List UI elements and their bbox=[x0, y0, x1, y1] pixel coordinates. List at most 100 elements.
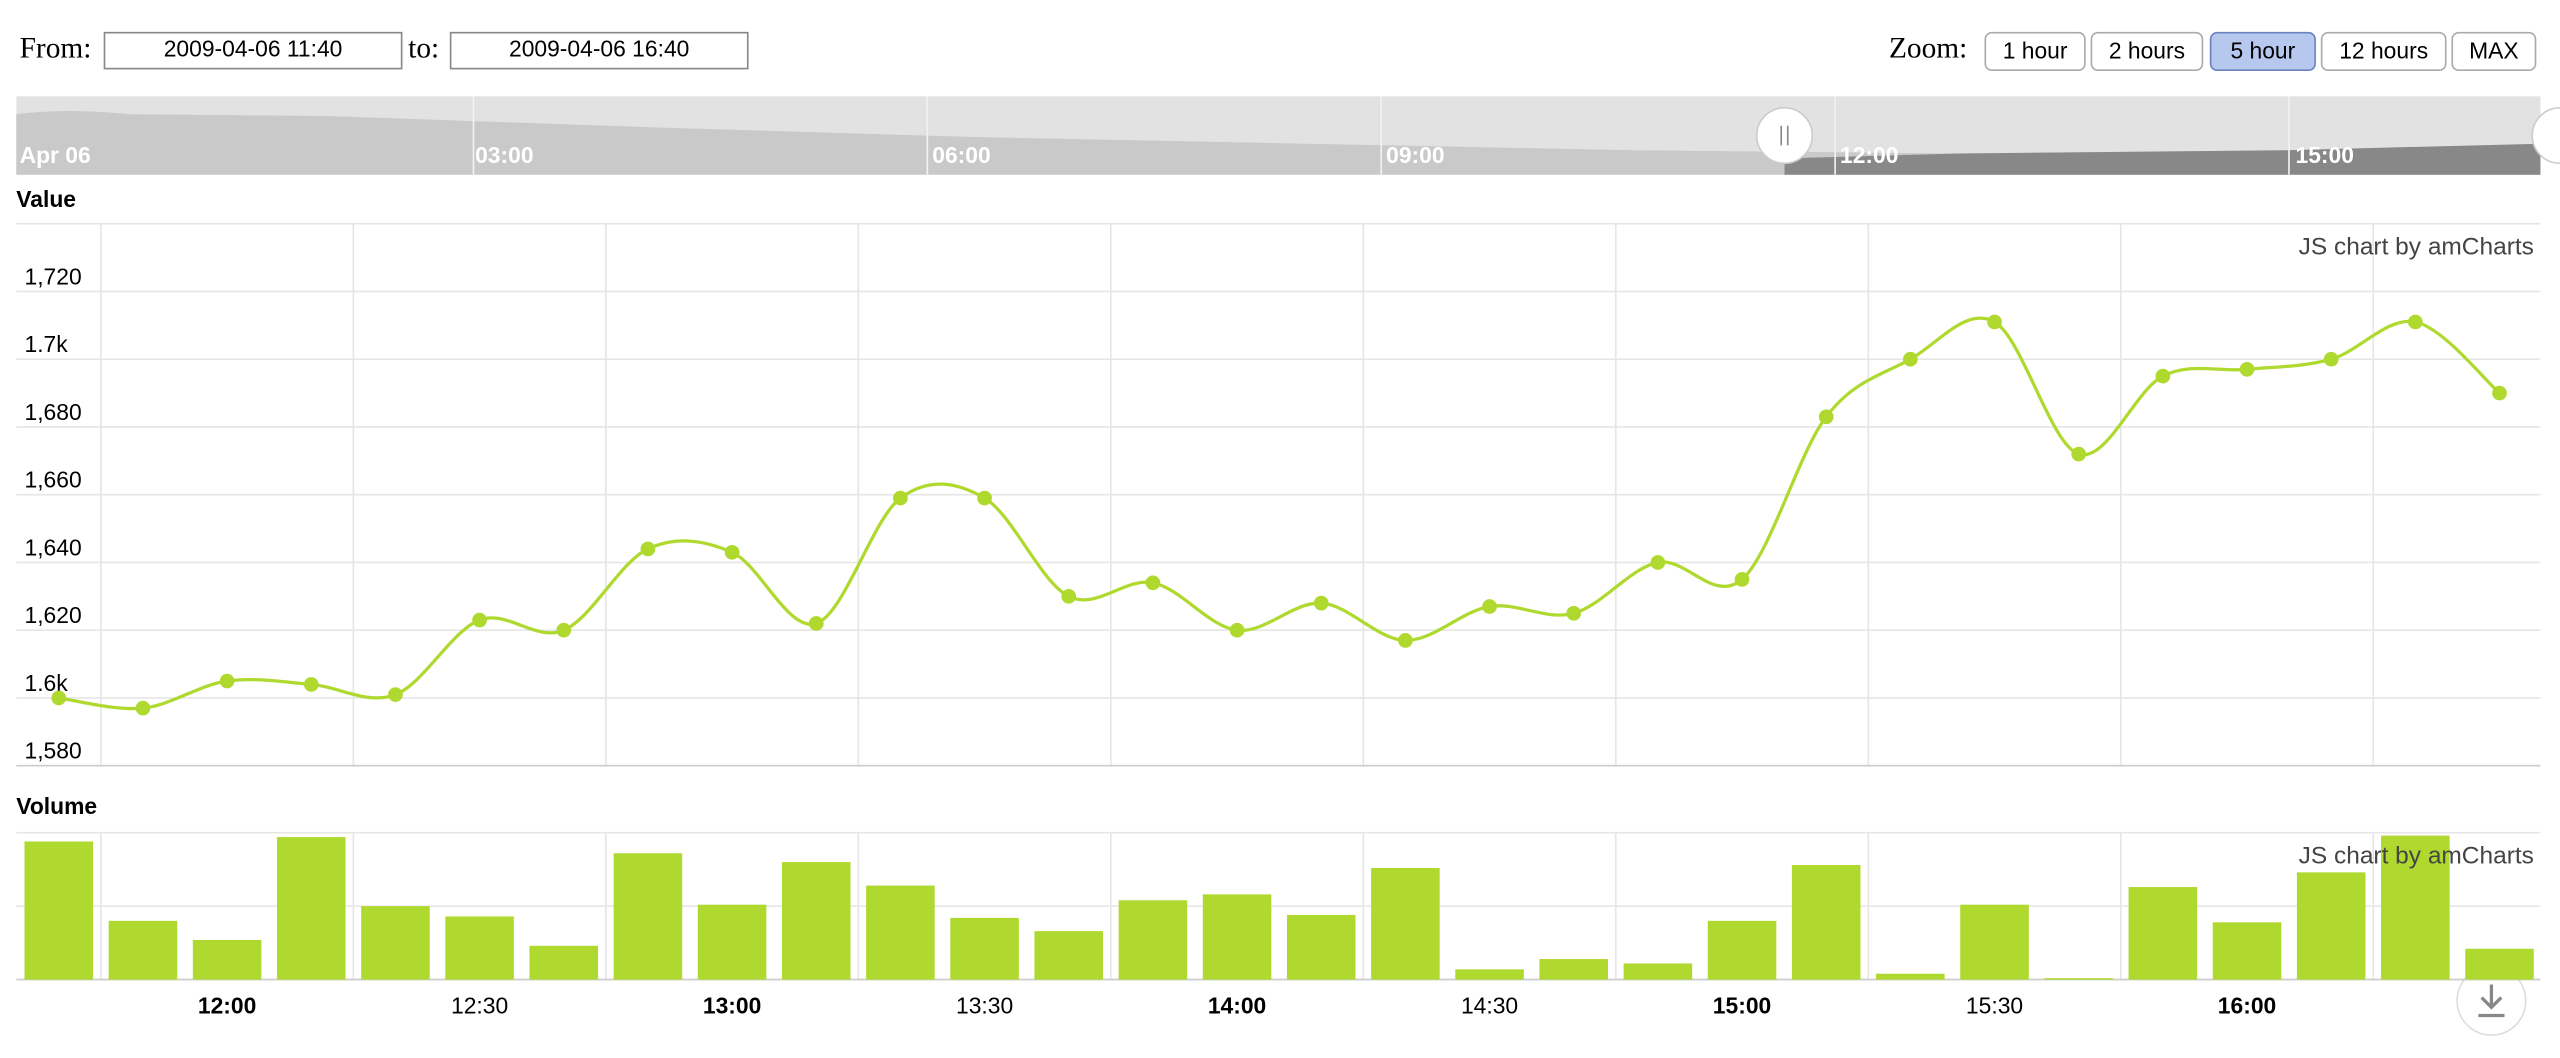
volume-bar bbox=[108, 920, 178, 980]
volume-bar bbox=[1286, 914, 1356, 980]
volume-bar bbox=[1202, 894, 1272, 980]
x-tick-label: 13:30 bbox=[956, 992, 1013, 1018]
value-point bbox=[724, 544, 740, 560]
value-point bbox=[1482, 599, 1497, 614]
volume-bar bbox=[24, 841, 94, 980]
value-point bbox=[893, 490, 908, 506]
value-point bbox=[1398, 633, 1413, 648]
x-tick-label: 12:00 bbox=[198, 992, 256, 1018]
value-point bbox=[2155, 368, 2171, 384]
volume-bar bbox=[1034, 931, 1104, 980]
value-point bbox=[1818, 409, 1834, 425]
download-icon bbox=[2478, 984, 2505, 1018]
value-point bbox=[51, 690, 67, 706]
value-point bbox=[1145, 575, 1161, 591]
value-point bbox=[1734, 572, 1750, 587]
navigator-label: 09:00 bbox=[1386, 142, 1444, 168]
credit: JS chart by amCharts bbox=[2299, 234, 2534, 261]
y-tick-label: 1,720 bbox=[24, 263, 81, 289]
value-point bbox=[1987, 314, 2002, 330]
from-label: From: bbox=[20, 32, 92, 64]
panel-title: Volume bbox=[16, 793, 97, 819]
volume-bar bbox=[2044, 978, 2113, 980]
zoom-button[interactable] bbox=[2209, 31, 2316, 72]
value-point bbox=[808, 616, 824, 631]
volume-bar bbox=[2296, 872, 2366, 980]
value-point bbox=[556, 622, 572, 638]
volume-bar bbox=[781, 862, 851, 980]
volume-bar bbox=[1791, 865, 1861, 980]
panel-title: Value bbox=[16, 186, 76, 212]
value-point bbox=[2323, 351, 2339, 367]
navigator-handle[interactable] bbox=[2531, 106, 2560, 165]
from-input[interactable] bbox=[103, 31, 403, 70]
volume-bar bbox=[1876, 973, 1945, 980]
zoom-label: Zoom: bbox=[1889, 32, 1967, 64]
navigator-label: Apr 06 bbox=[20, 142, 91, 168]
to-value[interactable]: 2009-04-06 16:40 bbox=[509, 36, 689, 62]
volume-bar bbox=[2212, 922, 2282, 980]
volume-bar bbox=[1623, 963, 1693, 980]
y-tick-label: 1.7k bbox=[24, 331, 68, 357]
value-point bbox=[303, 677, 319, 692]
value-point bbox=[2239, 362, 2255, 377]
navigator-label: 03:00 bbox=[475, 142, 533, 168]
value-point bbox=[219, 673, 235, 689]
value-point bbox=[640, 541, 656, 557]
volume-bar bbox=[192, 939, 262, 980]
y-tick-label: 1,680 bbox=[24, 399, 81, 425]
x-tick-label: 16:00 bbox=[2218, 992, 2276, 1018]
navigator-label: 06:00 bbox=[932, 142, 990, 168]
volume-bar bbox=[1118, 900, 1188, 980]
volume-bar bbox=[2465, 948, 2534, 980]
value-point bbox=[2492, 385, 2507, 401]
zoom-button[interactable] bbox=[2320, 31, 2447, 72]
y-tick-label: 1,620 bbox=[24, 602, 81, 628]
zoom-button-label[interactable]: 1 hour bbox=[2003, 37, 2068, 63]
y-tick-label: 1,640 bbox=[24, 534, 81, 560]
zoom-button[interactable] bbox=[1984, 31, 2086, 72]
x-tick-label: 15:00 bbox=[1713, 992, 1771, 1018]
navigator-label: 12:00 bbox=[1840, 142, 1898, 168]
value-point bbox=[1650, 555, 1666, 570]
zoom-button-label[interactable]: 12 hours bbox=[2339, 37, 2428, 63]
navigator-selection bbox=[1784, 143, 2541, 175]
zoom-button-label[interactable]: 5 hour bbox=[2230, 37, 2295, 63]
volume-bar bbox=[1960, 904, 2029, 980]
volume-bar bbox=[2381, 835, 2450, 980]
volume-bar bbox=[1371, 867, 1440, 980]
volume-bar bbox=[361, 906, 430, 980]
value-point bbox=[1061, 589, 1077, 604]
value-point bbox=[388, 687, 403, 702]
value-point bbox=[1903, 351, 1918, 367]
value-point bbox=[1566, 605, 1582, 621]
volume-bar bbox=[2128, 887, 2198, 980]
value-point bbox=[472, 612, 487, 628]
to-input[interactable] bbox=[449, 31, 749, 70]
zoom-button-label[interactable]: MAX bbox=[2469, 37, 2519, 63]
volume-bar bbox=[950, 917, 1019, 980]
y-tick-label: 1,660 bbox=[24, 467, 81, 493]
volume-bar bbox=[1455, 969, 1524, 980]
volume-bar bbox=[529, 945, 599, 980]
zoom-button[interactable] bbox=[2090, 31, 2204, 72]
navigator bbox=[16, 96, 2541, 175]
zoom-button-label[interactable]: 2 hours bbox=[2109, 37, 2185, 63]
volume-bar bbox=[1707, 920, 1777, 980]
volume-bar bbox=[613, 853, 683, 980]
from-value[interactable]: 2009-04-06 11:40 bbox=[164, 36, 343, 62]
volume-bar bbox=[445, 916, 514, 980]
to-label: to: bbox=[408, 32, 439, 64]
zoom-button[interactable] bbox=[2451, 31, 2537, 72]
value-line bbox=[58, 316, 2501, 711]
navigator-handle[interactable] bbox=[1755, 106, 1814, 165]
value-point bbox=[977, 490, 992, 506]
value-point bbox=[1313, 595, 1329, 611]
value-point bbox=[135, 700, 151, 716]
x-tick-label: 15:30 bbox=[1966, 992, 2023, 1018]
navigator-label: 15:00 bbox=[2296, 142, 2354, 168]
credit: JS chart by amCharts bbox=[2299, 843, 2534, 870]
volume-bar bbox=[866, 885, 935, 980]
